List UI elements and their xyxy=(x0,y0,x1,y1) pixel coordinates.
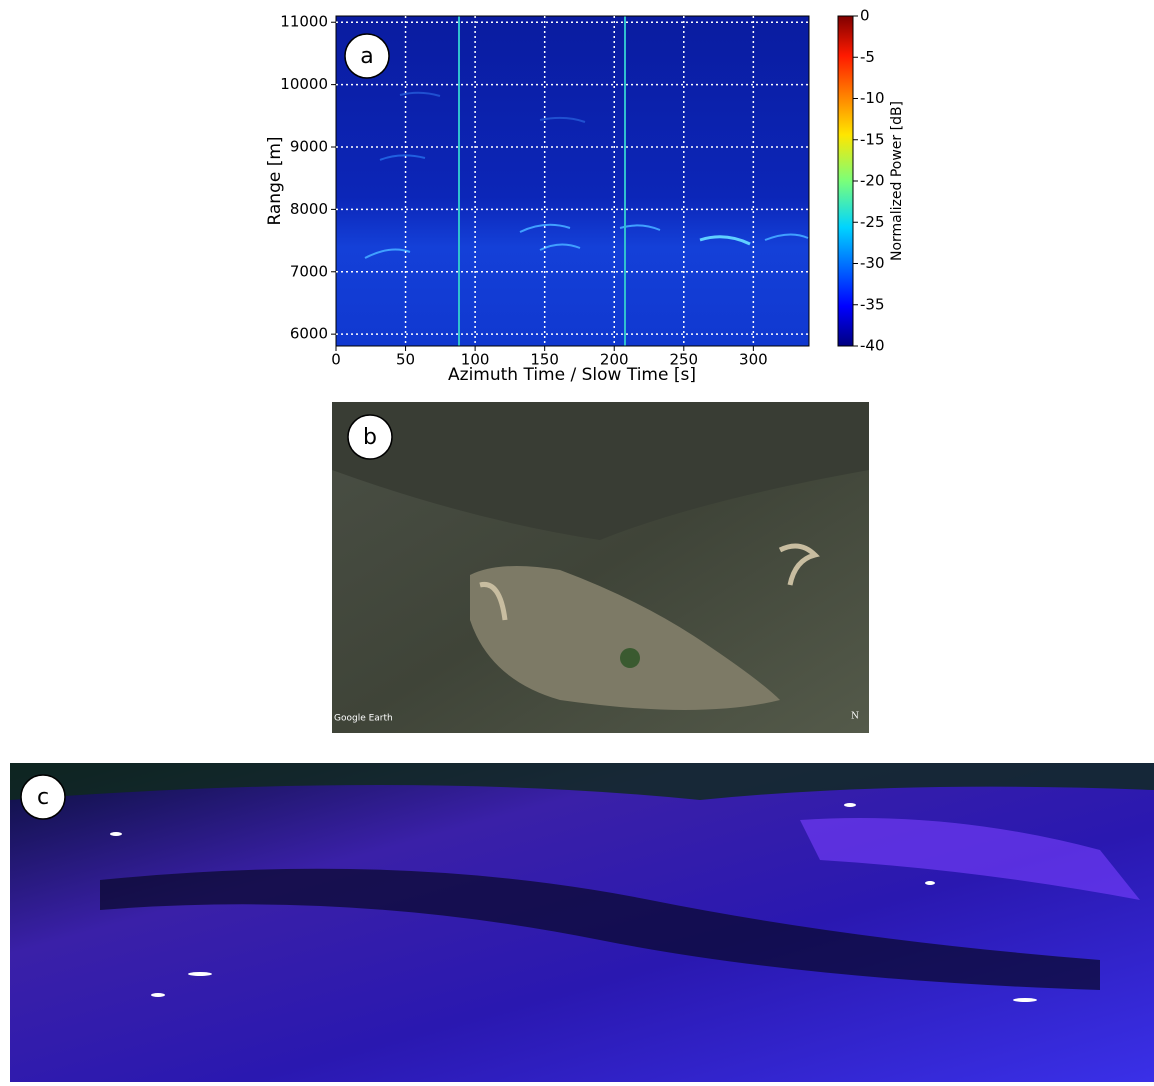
panel-label: a xyxy=(360,44,373,69)
radar-image xyxy=(336,16,809,346)
x-tick-label: 300 xyxy=(739,351,768,369)
colorbar-tick-label: -30 xyxy=(860,254,885,272)
north-arrow: N xyxy=(851,712,859,722)
colorbar-tick-label: -25 xyxy=(860,213,885,231)
x-tick-label: 150 xyxy=(530,351,559,369)
panel-label: b xyxy=(363,425,377,450)
x-tick-label: 200 xyxy=(600,351,629,369)
y-tick-label: 10000 xyxy=(280,75,328,93)
x-tick-label: 0 xyxy=(331,351,341,369)
y-tick-label: 9000 xyxy=(290,138,328,156)
y-tick-label: 7000 xyxy=(290,262,328,280)
y-tick-label: 11000 xyxy=(280,13,328,31)
colorbar-tick-label: -40 xyxy=(860,337,885,355)
watermark: Google Earth xyxy=(334,714,393,724)
colorbar-tick-label: -10 xyxy=(860,89,885,107)
y-tick-label: 6000 xyxy=(290,325,328,343)
terrain xyxy=(620,648,640,668)
y-axis-label: Range [m] xyxy=(265,136,285,225)
x-tick-label: 100 xyxy=(461,351,490,369)
colorbar-tick-label: -15 xyxy=(860,130,885,148)
x-tick-label: 250 xyxy=(669,351,698,369)
colorbar-tick-label: 0 xyxy=(860,7,870,25)
x-tick-label: 50 xyxy=(396,351,415,369)
colorbar xyxy=(838,16,853,346)
figure: Azimuth Time / Slow Time [s] Range [m] N… xyxy=(0,0,1154,1082)
panel-label: c xyxy=(37,785,49,810)
colorbar-tick-label: -20 xyxy=(860,172,885,190)
y-tick-label: 8000 xyxy=(290,200,328,218)
colorbar-tick-label: -35 xyxy=(860,295,885,313)
colorbar-label: Normalized Power [dB] xyxy=(889,101,905,261)
colorbar-tick-label: -5 xyxy=(860,48,875,66)
